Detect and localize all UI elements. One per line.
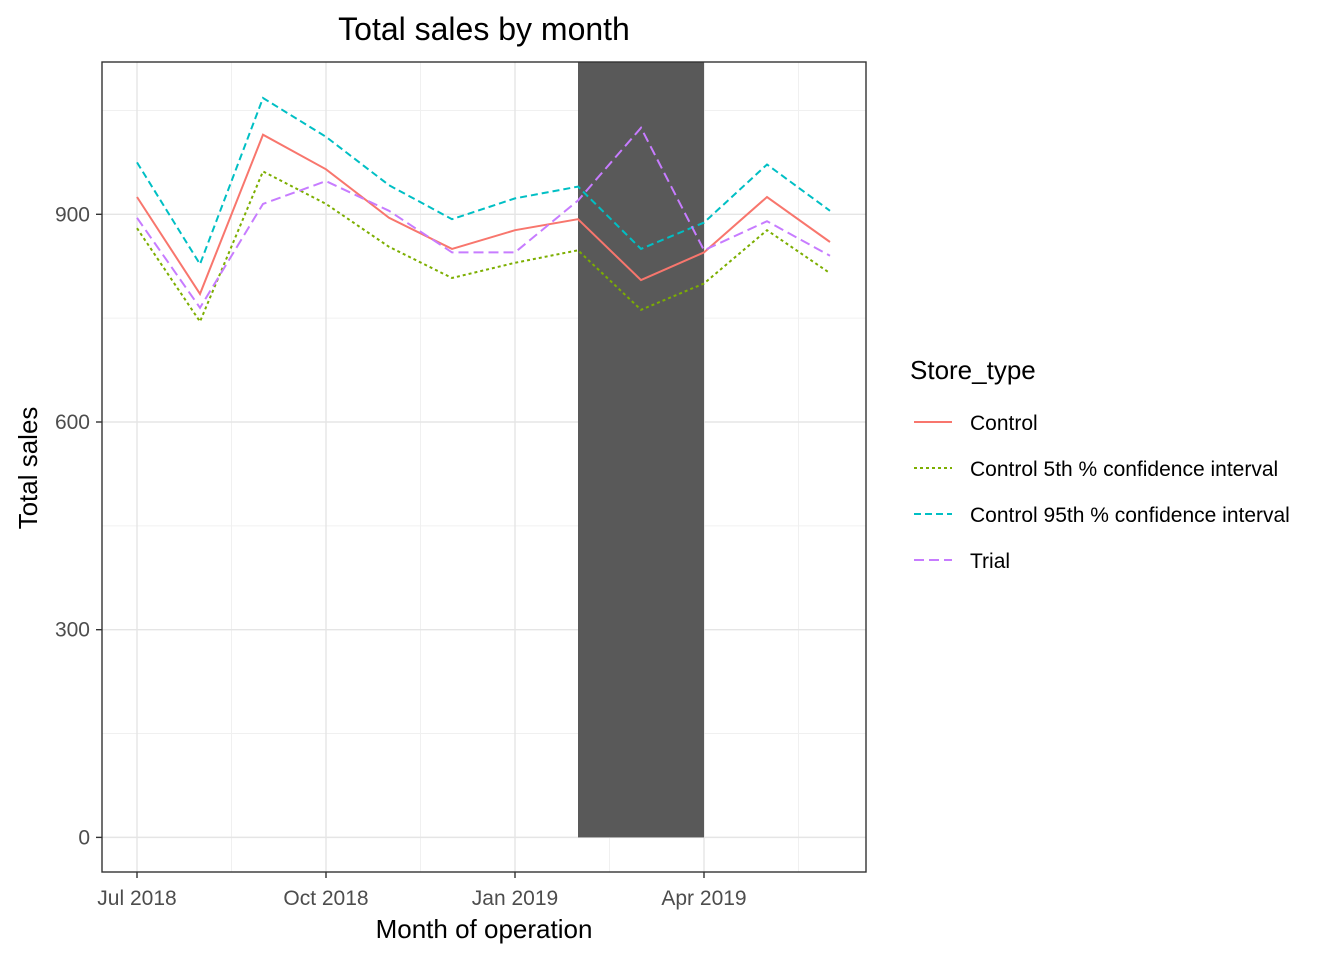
- y-tick-label: 900: [55, 203, 90, 226]
- y-tick-label: 600: [55, 411, 90, 434]
- panel-border: [101, 61, 867, 873]
- series-line: [136, 126, 831, 310]
- x-axis-title: Month of operation: [376, 914, 593, 944]
- x-tick-label: Jan 2019: [472, 887, 558, 910]
- series-line: [136, 170, 831, 324]
- legend-label: Control 5th % confidence interval: [970, 458, 1278, 481]
- legend: Store_type Control Control 5th % confiden…: [910, 355, 1290, 573]
- legend-label: Control: [970, 412, 1038, 435]
- series-line: [136, 96, 831, 267]
- x-tick-label: Oct 2018: [283, 887, 368, 910]
- y-axis-title: Total sales: [13, 407, 43, 530]
- legend-label: Control 95th % confidence interval: [970, 504, 1290, 527]
- x-tick-label: Jul 2018: [97, 887, 176, 910]
- panel-background: [102, 62, 866, 872]
- legend-label: Trial: [970, 550, 1010, 573]
- plot-panel: 0 300 600 900 Jul 2018 Oct 2018 Jan 2019 Apr 20…: [55, 61, 867, 910]
- legend-title: Store_type: [910, 355, 1036, 385]
- chart-title: Total sales by month: [338, 11, 630, 47]
- highlight-band: [578, 62, 704, 838]
- series-line: [136, 133, 831, 297]
- y-tick-label: 0: [78, 826, 90, 849]
- y-tick-label: 300: [55, 619, 90, 642]
- x-tick-label: Apr 2019: [661, 887, 746, 910]
